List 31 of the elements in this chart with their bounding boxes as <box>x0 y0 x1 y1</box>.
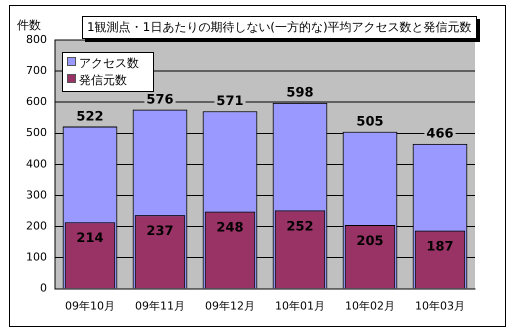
data-label: 522 <box>76 109 104 124</box>
x-tick-label: 09年11月 <box>134 299 185 312</box>
y-tick-label: 100 <box>26 250 47 264</box>
y-tick-label: 500 <box>26 126 47 140</box>
y-tick-label: 0 <box>40 282 47 295</box>
x-tick-label: 10年02月 <box>345 299 395 312</box>
y-tick-label: 300 <box>26 188 47 202</box>
x-tick-label: 10年01月 <box>275 299 325 312</box>
data-label: 237 <box>146 224 174 239</box>
data-label: 187 <box>426 240 454 255</box>
y-tick-label: 200 <box>26 219 47 232</box>
chart-title: 1観測点・1日あたりの期待しない(一方的な)平均アクセス数と発信元数 <box>82 16 477 39</box>
legend-label: 発信元数 <box>78 72 128 89</box>
y-tick-label: 600 <box>26 95 47 108</box>
data-label: 252 <box>286 219 314 234</box>
data-label: 576 <box>146 92 174 108</box>
data-label: 248 <box>216 220 244 236</box>
data-label: 205 <box>356 234 384 249</box>
y-tick-label: 800 <box>26 32 47 46</box>
y-tick-label: 400 <box>26 157 47 170</box>
y-axis-title: 件数 <box>17 18 41 32</box>
x-tick-label: 10年03月 <box>415 299 465 312</box>
data-label: 505 <box>356 114 384 130</box>
data-label: 214 <box>76 231 104 246</box>
data-label: 571 <box>216 94 244 110</box>
data-label: 598 <box>286 86 314 101</box>
y-tick-label: 700 <box>26 64 47 77</box>
x-tick-label: 09年12月 <box>204 299 255 312</box>
data-label: 466 <box>426 126 454 142</box>
x-tick-label: 09年10月 <box>64 299 115 312</box>
legend-label: アクセス数 <box>78 55 139 72</box>
